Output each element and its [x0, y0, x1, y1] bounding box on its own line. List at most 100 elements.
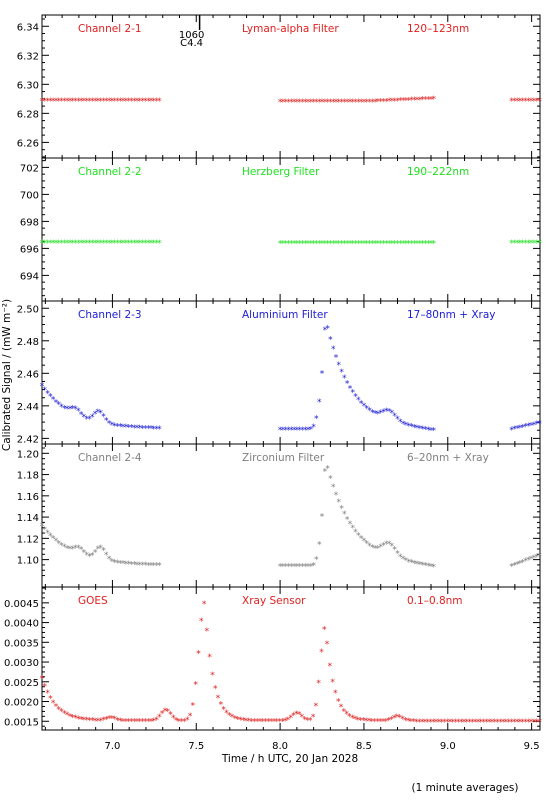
data-point: *: [149, 239, 154, 249]
data-point: *: [518, 718, 523, 728]
data-point: *: [387, 540, 392, 550]
data-point: *: [126, 560, 131, 570]
data-point: *: [132, 97, 137, 107]
data-point: *: [331, 240, 336, 250]
data-point: *: [309, 98, 314, 108]
data-point: *: [534, 553, 539, 563]
data-point: *: [389, 715, 394, 725]
marker-label-bottom: C4.4: [180, 38, 203, 49]
data-point: *: [272, 718, 277, 728]
data-point: *: [373, 410, 378, 420]
data-point: *: [110, 557, 115, 567]
data-point: *: [314, 555, 319, 565]
data-point: *: [70, 404, 75, 414]
data-point: *: [51, 699, 56, 709]
data-point: *: [520, 558, 525, 568]
data-point: *: [351, 240, 356, 250]
data-point: *: [401, 555, 406, 565]
x-tick-label: 8.0: [272, 741, 288, 752]
data-point: *: [311, 240, 316, 250]
data-point: *: [247, 717, 252, 727]
data-point: *: [233, 715, 238, 725]
data-point: *: [401, 420, 406, 430]
data-point: *: [362, 98, 367, 108]
data-point: *: [261, 718, 266, 728]
data-point: *: [154, 562, 159, 572]
data-point: *: [381, 97, 386, 107]
data-point: *: [529, 421, 534, 431]
data-point: *: [409, 718, 414, 728]
data-point: *: [177, 717, 182, 727]
data-point: *: [146, 561, 151, 571]
data-point: *: [358, 716, 363, 726]
data-point: *: [281, 426, 286, 436]
data-point: *: [138, 424, 143, 434]
channel-label: GOES: [78, 595, 108, 607]
data-point: *: [406, 422, 411, 432]
data-point: *: [54, 398, 59, 408]
data-point: *: [392, 97, 397, 107]
data-point: *: [381, 240, 386, 250]
data-point: *: [87, 717, 92, 727]
data-point: *: [426, 95, 431, 105]
data-point: *: [320, 512, 325, 522]
data-point: *: [428, 718, 433, 728]
data-point: *: [135, 97, 140, 107]
data-point: *: [415, 240, 420, 250]
data-point: *: [62, 543, 67, 553]
data-point: *: [149, 718, 154, 728]
data-point: *: [154, 97, 159, 107]
data-point: *: [317, 98, 322, 108]
data-point: *: [418, 424, 423, 434]
data-point: *: [359, 98, 364, 108]
data-point: *: [331, 483, 336, 493]
data-point: *: [401, 240, 406, 250]
data-point: *: [286, 716, 291, 726]
y-tick-label: 696: [20, 244, 39, 255]
data-point: *: [316, 679, 321, 689]
data-point: *: [490, 718, 495, 728]
data-point: *: [115, 716, 120, 726]
data-point: *: [387, 240, 392, 250]
data-point: *: [96, 717, 101, 727]
data-point: *: [124, 560, 129, 570]
data-point: *: [152, 561, 157, 571]
data-point: *: [453, 718, 458, 728]
data-point: *: [110, 97, 115, 107]
data-point: *: [140, 424, 145, 434]
data-point: *: [303, 98, 308, 108]
data-point: *: [219, 701, 224, 711]
y-tick-label: 700: [20, 190, 39, 201]
data-point: *: [351, 98, 356, 108]
data-point: *: [40, 239, 45, 249]
data-point: *: [252, 717, 257, 727]
data-point: *: [487, 718, 492, 728]
y-tick-label: 6.28: [17, 109, 39, 120]
data-point: *: [339, 368, 344, 378]
data-point: *: [255, 718, 260, 728]
data-point: *: [132, 561, 137, 571]
data-point: *: [82, 239, 87, 249]
data-point: *: [283, 717, 288, 727]
data-point: *: [221, 705, 226, 715]
data-point: *: [420, 96, 425, 106]
band-label: 17–80nm + Xray: [407, 309, 496, 321]
data-point: *: [431, 718, 436, 728]
data-point: *: [295, 98, 300, 108]
data-point: *: [364, 240, 369, 250]
data-point: *: [51, 535, 56, 545]
data-point: *: [93, 410, 98, 420]
data-point: *: [364, 540, 369, 550]
data-point: *: [532, 97, 537, 107]
data-point: *: [387, 97, 392, 107]
data-point: *: [140, 239, 145, 249]
data-point: *: [345, 515, 350, 525]
data-point: *: [96, 408, 101, 418]
data-point: *: [98, 239, 103, 249]
data-point: *: [305, 717, 310, 727]
data-point: *: [415, 560, 420, 570]
data-point: *: [62, 97, 67, 107]
data-point: *: [292, 426, 297, 436]
data-point: *: [54, 239, 59, 249]
data-point: *: [149, 97, 154, 107]
